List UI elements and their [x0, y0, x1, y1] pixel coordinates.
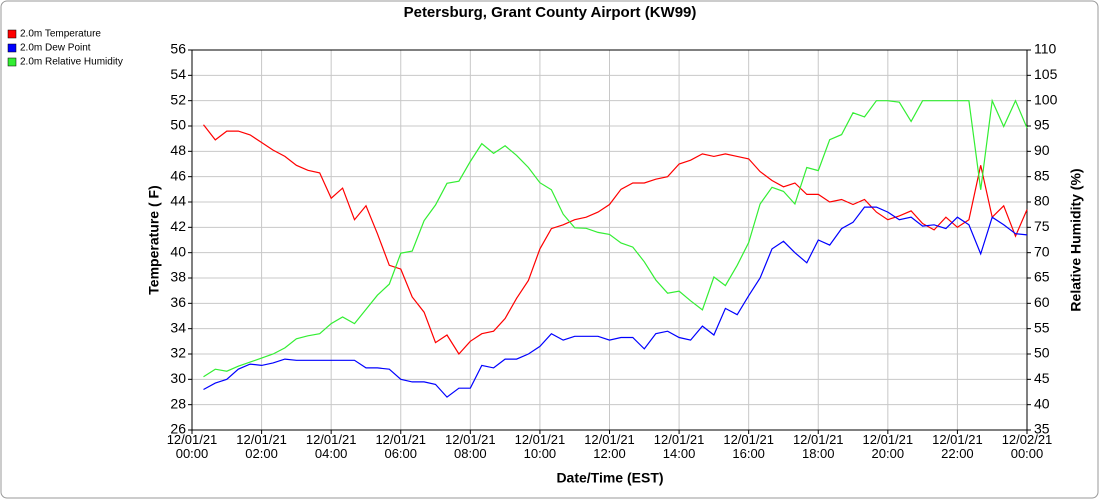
x-tick-label: 12/01/21 22:00 — [932, 432, 983, 461]
series-line — [203, 98, 1028, 378]
x-tick-label: 12/01/21 08:00 — [445, 432, 496, 461]
y-tick-label: 40 — [170, 243, 186, 259]
y2-tick-label: 100 — [1034, 91, 1058, 107]
y2-tick-label: 85 — [1034, 167, 1050, 183]
y2-tick-label: 45 — [1034, 370, 1050, 386]
y2-tick-label: 105 — [1034, 66, 1058, 82]
x-tick-label: 12/01/21 14:00 — [653, 432, 705, 461]
x-tick-label: 12/01/21 06:00 — [375, 432, 427, 461]
x-tick-label: 12/01/21 04:00 — [305, 432, 357, 461]
y-tick-label: 52 — [170, 91, 186, 107]
x-tick-label: 12/01/21 18:00 — [792, 432, 844, 461]
y2-tick-label: 50 — [1034, 345, 1050, 361]
y-tick-label: 46 — [170, 167, 186, 183]
y-tick-label: 54 — [170, 66, 186, 82]
y-tick-label: 44 — [170, 193, 186, 209]
y2-tick-label: 60 — [1034, 294, 1050, 310]
plot-frame — [191, 49, 1028, 431]
legend-label: 2.0m Dew Point — [20, 43, 91, 54]
y-tick-label: 50 — [170, 117, 186, 133]
y-tick-label: 32 — [170, 345, 186, 361]
legend-swatch — [7, 57, 17, 67]
x-tick-label: 12/01/21 00:00 — [166, 432, 218, 461]
y-tick-label: 38 — [170, 269, 186, 285]
legend-label: 2.0m Temperature — [20, 29, 101, 40]
x-tick-label: 12/01/21 16:00 — [723, 432, 774, 461]
y2-tick-label: 110 — [1034, 41, 1057, 57]
y-tick-label: 42 — [170, 218, 186, 234]
series-line — [203, 206, 1028, 398]
x-tick-label: 12/01/21 12:00 — [584, 432, 635, 461]
y-tick-label: 30 — [170, 370, 186, 386]
y-tick-label: 34 — [170, 319, 186, 335]
y2-tick-label: 65 — [1034, 269, 1050, 285]
y2-tick-label: 40 — [1034, 395, 1050, 411]
chart-title: Petersburg, Grant County Airport (KW99) — [404, 4, 697, 21]
y2-tick-label: 95 — [1034, 117, 1050, 133]
legend-swatch — [7, 43, 17, 53]
x-tick-label: 12/01/21 20:00 — [862, 432, 914, 461]
series-line — [203, 124, 1028, 355]
y-tick-label: 48 — [170, 142, 186, 158]
x-tick-label: 12/02/21 00:00 — [1001, 432, 1053, 461]
y-tick-label: 26 — [170, 421, 186, 437]
y2-tick-label: 75 — [1034, 218, 1050, 234]
x-tick-label: 12/01/21 02:00 — [236, 432, 287, 461]
y2-tick-label: 90 — [1034, 142, 1050, 158]
x-tick-label: 12/01/21 10:00 — [514, 432, 566, 461]
y-axis-title: Temperature ( F) — [146, 185, 162, 294]
y-tick-label: 36 — [170, 294, 186, 310]
y2-tick-label: 55 — [1034, 319, 1050, 335]
y-tick-label: 56 — [170, 41, 186, 57]
y2-axis-title: Relative Humidity (%) — [1068, 168, 1084, 311]
y-tick-label: 28 — [170, 395, 186, 411]
legend-label: 2.0m Relative Humidity — [20, 57, 123, 68]
y2-tick-label: 70 — [1034, 243, 1050, 259]
x-axis-title: Date/Time (EST) — [556, 470, 663, 486]
legend-swatch — [7, 29, 17, 39]
y2-tick-label: 35 — [1034, 421, 1050, 437]
y2-tick-label: 80 — [1034, 193, 1050, 209]
